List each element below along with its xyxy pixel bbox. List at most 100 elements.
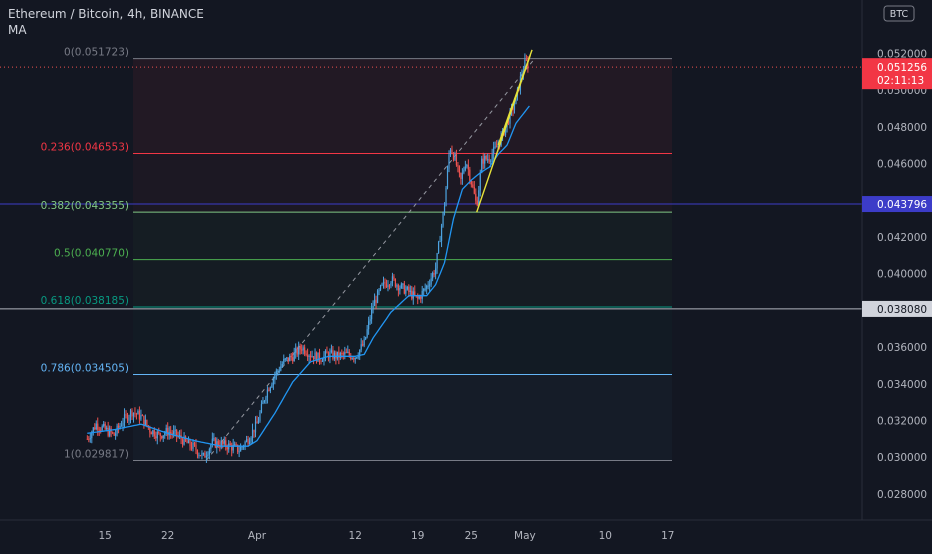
candle-body [354, 357, 356, 360]
candle-body [321, 360, 324, 362]
moving-average-line[interactable] [87, 105, 530, 447]
candle-body [171, 433, 173, 435]
candle-body [427, 285, 429, 287]
candle-body [472, 184, 474, 188]
candle-body [442, 212, 444, 226]
candle-body [225, 440, 227, 447]
indicator-label-ma[interactable]: MA [8, 23, 27, 37]
candle-body [244, 441, 246, 447]
candle-body [214, 438, 216, 448]
candle-body [229, 443, 231, 446]
candle-body [368, 321, 370, 330]
candle-body [141, 415, 143, 417]
candle-body [292, 357, 294, 362]
candle-body [211, 438, 213, 446]
candle-body [86, 438, 88, 440]
candle-body [350, 355, 352, 359]
candle-body [454, 154, 456, 160]
candle-body [308, 355, 310, 358]
candle-body [461, 172, 463, 179]
candle-body [248, 441, 251, 444]
candle-body [196, 450, 199, 456]
candle-body [109, 428, 111, 436]
candle-body [448, 154, 450, 169]
fib-trend-line[interactable] [205, 60, 534, 461]
candle-body [490, 160, 492, 162]
candle-body [131, 410, 133, 417]
candle-body [208, 448, 210, 455]
candle-body [265, 397, 267, 401]
candle-body [152, 430, 154, 435]
candle-body [254, 421, 257, 433]
time-axis-label: 17 [661, 530, 674, 542]
candle-body [91, 432, 93, 439]
fib-zone-fill [133, 58, 672, 154]
candle-body [399, 287, 401, 291]
candle-body [332, 350, 334, 359]
candle-body [385, 284, 388, 287]
candle-body [299, 346, 301, 350]
candle-body [260, 404, 263, 413]
candle-body [446, 168, 449, 188]
candle-body [189, 439, 191, 447]
candle-body [443, 206, 446, 213]
candle-body [421, 290, 423, 299]
price-axis-tick: 0.036000 [877, 342, 927, 354]
candle-body [213, 438, 215, 440]
candle-body [344, 352, 346, 355]
candle-body [301, 349, 303, 351]
candle-body [251, 429, 254, 439]
symbol-title[interactable]: Ethereum / Bitcoin, 4h, BINANCE [8, 7, 204, 21]
candle-body [298, 346, 300, 355]
candle-body [129, 410, 132, 418]
trendline-upper[interactable] [497, 49, 533, 146]
candle-body [94, 427, 96, 430]
candle-body [305, 353, 307, 355]
candle-body [156, 431, 158, 439]
currency-badge[interactable] [883, 5, 915, 22]
candle-body [318, 352, 321, 361]
currency-badge-label: BTC [890, 9, 909, 20]
candle-body [493, 147, 495, 155]
candle-body [179, 435, 181, 437]
candle-body [372, 305, 374, 309]
candle-body [504, 126, 507, 135]
candle-body [183, 436, 185, 445]
candle-body [128, 417, 130, 421]
candle-body [351, 358, 353, 360]
candle-body [440, 225, 443, 241]
fib-zone-fill [133, 307, 672, 375]
price-axis-tick: 0.034000 [877, 379, 927, 391]
fib-zone-fill [133, 153, 672, 213]
time-axis-label: 12 [349, 530, 362, 542]
candle-body [390, 283, 392, 286]
fib-zone-fill [133, 212, 672, 260]
candle-body [223, 440, 225, 444]
candle-body [253, 429, 255, 433]
candle-body [420, 296, 422, 299]
candle-body [470, 180, 472, 185]
candle-body [381, 283, 383, 286]
candle-body [424, 288, 426, 290]
candle-body [376, 290, 379, 303]
chart-header: Ethereum / Bitcoin, 4h, BINANCE MA [8, 6, 204, 38]
candle-body [257, 420, 260, 424]
candle-body [418, 296, 420, 299]
fib-level-label: 0.236(0.046553) [41, 141, 129, 153]
candle-body [289, 355, 291, 362]
candle-body [357, 356, 359, 358]
candle-body [232, 444, 234, 451]
price-axis-tick: 0.048000 [877, 122, 927, 134]
fib-level-label: 0.5(0.040770) [54, 248, 129, 260]
candle-body [476, 200, 478, 206]
candle-body [235, 444, 237, 446]
candle-body [312, 356, 315, 360]
fib-level-label: 1(0.029817) [64, 449, 129, 461]
candle-body [165, 428, 167, 434]
candle-body [507, 121, 510, 124]
candle-body [342, 353, 344, 355]
candle-body [405, 289, 407, 294]
candle-body [217, 441, 219, 447]
